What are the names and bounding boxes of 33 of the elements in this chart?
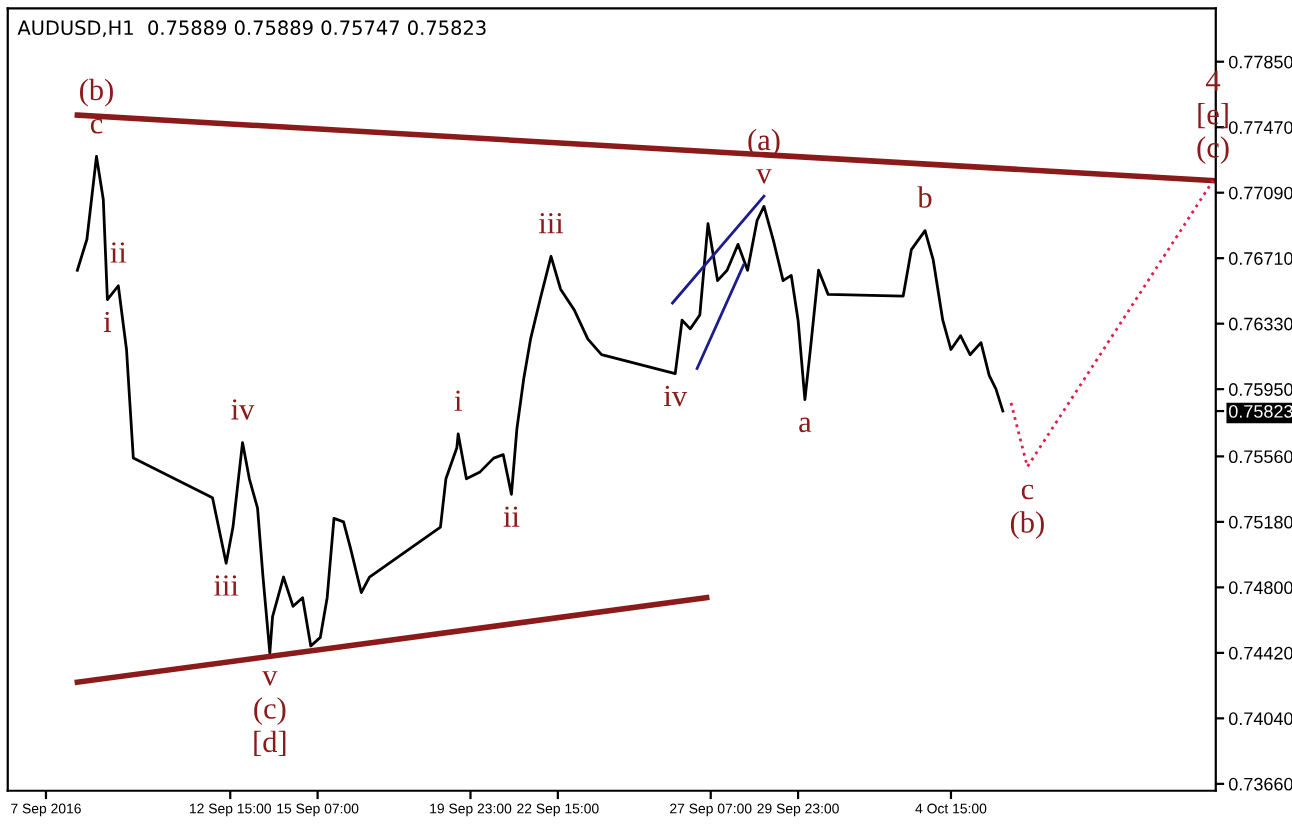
annotation: v xyxy=(756,169,772,184)
annotation: iv xyxy=(663,385,688,407)
annotation: b xyxy=(917,186,932,208)
y-tick-label: 0.74420 xyxy=(1228,646,1292,660)
y-tick-label: 0.76330 xyxy=(1228,317,1292,331)
text: AUDUSD,H1 0.75889 0.75889 0.75747 0.75823 xyxy=(17,20,486,38)
annotation: a xyxy=(799,417,812,433)
annotation: iii xyxy=(538,213,564,234)
y-tick-label: 0.75180 xyxy=(1228,515,1292,529)
annotation: c xyxy=(1021,484,1034,500)
y-tick-label: 0.77850 xyxy=(1228,55,1292,69)
y-tick-label: 0.75823 xyxy=(1228,404,1292,418)
line-series xyxy=(75,155,1005,655)
y-tick-label: 0.76710 xyxy=(1228,252,1292,265)
annotation: i xyxy=(454,390,462,411)
annotation: ii xyxy=(110,242,127,263)
y-tick-label: 0.75560 xyxy=(1228,450,1292,464)
annotation: (c) xyxy=(254,697,286,726)
y-tick-label: 0.77470 xyxy=(1228,121,1292,134)
annotation: c xyxy=(90,118,103,134)
y-tick-label: 0.75950 xyxy=(1228,383,1292,396)
annotation: iii xyxy=(214,575,239,596)
y-tick-label: 0.74800 xyxy=(1228,581,1292,595)
annotation: (b) xyxy=(80,78,113,107)
annotation: iv xyxy=(231,399,255,420)
annotation: v xyxy=(262,671,278,686)
annotation: [d] xyxy=(254,730,286,756)
annotation: ii xyxy=(503,506,520,527)
annotation: (b) xyxy=(1010,511,1044,539)
y-tick-label: 0.74040 xyxy=(1228,712,1292,726)
annotation: i xyxy=(103,311,112,332)
y-tick-label: 0.73660 xyxy=(1228,777,1292,791)
y-tick-label: 0.77090 xyxy=(1228,186,1292,200)
